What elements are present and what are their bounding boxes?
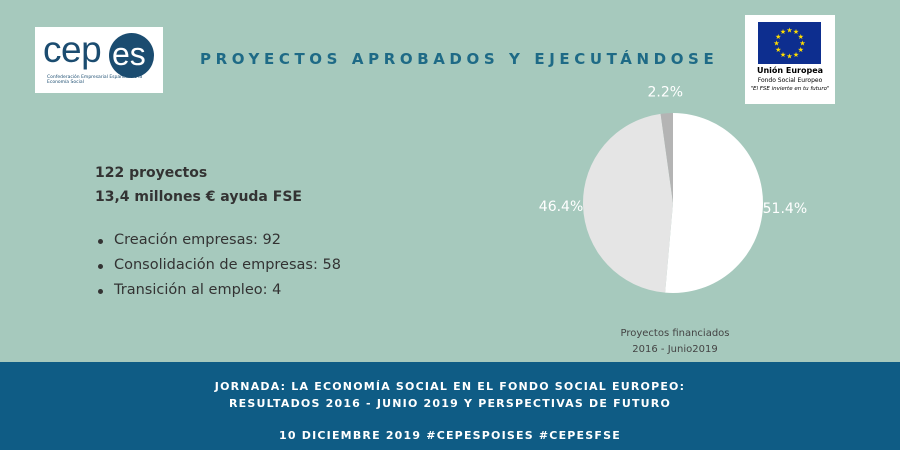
bullet-icon — [98, 264, 103, 269]
list-item-label: Creación empresas: 92 — [114, 232, 281, 248]
stat-funding: 13,4 millones € ayuda FSE — [95, 189, 302, 205]
svg-text:★: ★ — [780, 51, 786, 59]
pie-label-2: 2.2% — [647, 84, 683, 100]
svg-text:★: ★ — [773, 40, 779, 48]
project-type-list: Creación empresas: 92 Consolidación de e… — [95, 232, 341, 307]
cepes-logo-subtitle: Confederación Empresarial Española de la… — [47, 75, 143, 85]
svg-text:★: ★ — [799, 40, 805, 48]
list-item-label: Consolidación de empresas: 58 — [114, 257, 341, 273]
footer-line2: RESULTADOS 2016 - JUNIO 2019 Y PERSPECTI… — [228, 397, 672, 410]
svg-text:★: ★ — [798, 33, 804, 41]
svg-text:★: ★ — [798, 46, 804, 54]
eu-logo-fund: Fondo Social Europeo — [757, 77, 823, 84]
cepes-logo-word: cep — [43, 29, 102, 70]
eu-logo-title: Unión Europea — [756, 66, 824, 75]
list-item-label: Transición al empleo: 4 — [114, 282, 282, 298]
svg-text:★: ★ — [793, 28, 799, 36]
chart-caption-line1: Proyectos financiados — [620, 328, 730, 339]
eu-flag-icon: ★ ★ ★ ★ ★ ★ ★ ★ ★ ★ ★ ★ — [758, 22, 821, 64]
pie-slice-0 — [665, 113, 763, 293]
svg-text:★: ★ — [786, 27, 792, 35]
list-item: Consolidación de empresas: 58 — [95, 257, 341, 282]
bullet-icon — [98, 239, 103, 244]
svg-text:★: ★ — [786, 53, 792, 61]
pie-label-1: 46.4% — [539, 199, 583, 215]
cepes-logo-circle — [109, 33, 154, 78]
cepes-logo: cep es Confederación Empresarial Español… — [35, 27, 163, 93]
list-item: Transición al empleo: 4 — [95, 282, 341, 307]
eu-logo: ★ ★ ★ ★ ★ ★ ★ ★ ★ ★ ★ ★ Unión Europea Fondo Social … — [745, 15, 835, 104]
footer-line3: 10 DICIEMBRE 2019 #CEPESPOISES #CEPESFSE — [279, 429, 621, 442]
pie-label-0: 51.4% — [763, 201, 807, 217]
footer-banner: JORNADA: LA ECONOMÍA SOCIAL EN EL FONDO … — [0, 362, 900, 450]
bullet-icon — [98, 289, 103, 294]
svg-text:★: ★ — [775, 46, 781, 54]
page-title: PROYECTOS APROBADOS Y EJECUTÁNDOSE — [200, 50, 719, 68]
cepes-logo-es: es — [112, 36, 146, 72]
svg-text:★: ★ — [793, 51, 799, 59]
list-item: Creación empresas: 92 — [95, 232, 341, 257]
svg-text:★: ★ — [775, 33, 781, 41]
pie-slice-2 — [660, 113, 673, 203]
stat-projects: 122 proyectos — [95, 165, 208, 181]
footer-line1: JORNADA: LA ECONOMÍA SOCIAL EN EL FONDO … — [214, 380, 686, 393]
chart-caption-line2: 2016 - Junio2019 — [632, 344, 718, 355]
eu-logo-slogan: "El FSE invierte en tu futuro" — [750, 86, 830, 92]
svg-text:★: ★ — [780, 28, 786, 36]
pie-slice-1 — [582, 113, 673, 293]
